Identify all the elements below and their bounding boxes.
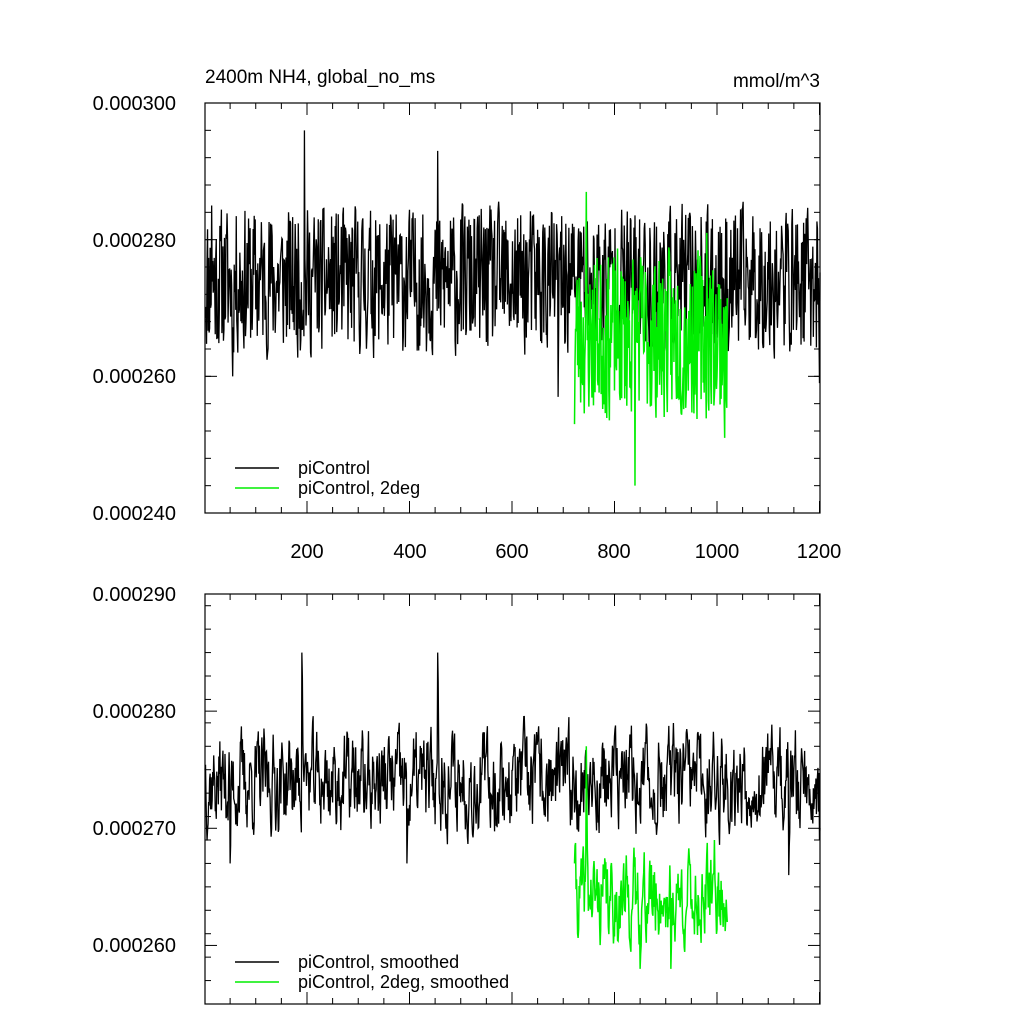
series-line-picontrol-2deg	[573, 191, 728, 486]
y-tick-label: 0.000280	[93, 701, 176, 723]
bottom-series-group	[204, 652, 821, 969]
y-tick-label: 0.000270	[93, 818, 176, 840]
top-panel: 2400m NH4, global_no_ms mmol/m^3 0.00030…	[93, 67, 842, 563]
y-tick-label: 0.000300	[93, 93, 176, 115]
legend-label-picontrol-2deg: piControl, 2deg	[298, 478, 420, 498]
y-tick-label: 0.000280	[93, 230, 176, 252]
x-tick-label: 1000	[695, 541, 740, 563]
x-tick-label: 600	[495, 541, 528, 563]
panel-title-left: 2400m NH4, global_no_ms	[205, 67, 435, 88]
y-tick-label: 0.000260	[93, 366, 176, 388]
y-tick-label: 0.000260	[93, 935, 176, 957]
x-tick-label: 800	[597, 541, 630, 563]
legend-label-picontrol: piControl	[298, 458, 370, 478]
bottom-panel: 0.000290 0.000280 0.000270 0.000260 piCo…	[93, 584, 821, 1005]
series-line-picontrol-2deg-smoothed	[573, 746, 728, 969]
units-label: mmol/m^3	[733, 71, 820, 92]
bottom-legend: piControl, smoothed piControl, 2deg, smo…	[235, 952, 509, 992]
top-legend: piControl piControl, 2deg	[235, 458, 420, 498]
top-series-group	[204, 130, 821, 486]
legend-label-picontrol-smoothed: piControl, smoothed	[298, 952, 459, 972]
x-tick-label: 1200	[797, 541, 842, 563]
legend-label-picontrol-2deg-smoothed: piControl, 2deg, smoothed	[298, 972, 509, 992]
series-line-picontrol-smoothed	[204, 652, 821, 876]
x-tick-label: 400	[393, 541, 426, 563]
top-plot-frame	[204, 102, 821, 514]
y-tick-label: 0.000240	[93, 503, 176, 525]
bottom-plot-frame	[204, 593, 821, 1005]
x-tick-label: 200	[290, 541, 323, 563]
y-tick-label: 0.000290	[93, 584, 176, 606]
series-line-picontrol	[204, 130, 821, 397]
